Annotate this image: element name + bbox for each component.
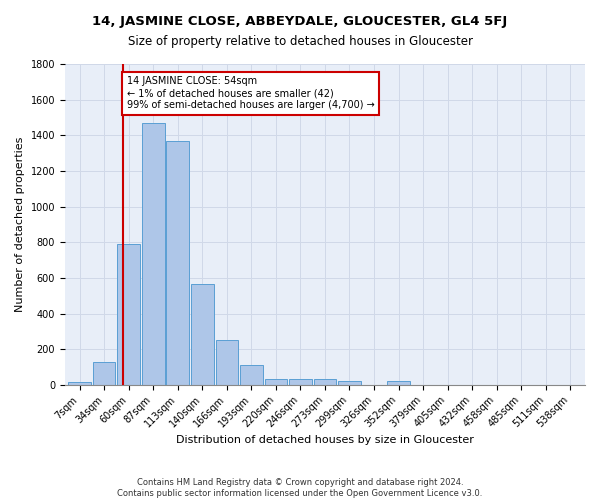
X-axis label: Distribution of detached houses by size in Gloucester: Distribution of detached houses by size … [176, 435, 474, 445]
Bar [240, 365, 263, 385]
Bar [93, 362, 115, 385]
Bar [166, 140, 189, 385]
Bar [289, 380, 312, 385]
Bar [265, 378, 287, 385]
Bar [314, 380, 336, 385]
Bar [338, 381, 361, 385]
Bar [118, 244, 140, 385]
Text: Contains HM Land Registry data © Crown copyright and database right 2024.
Contai: Contains HM Land Registry data © Crown c… [118, 478, 482, 498]
Bar [68, 382, 91, 385]
Bar [387, 381, 410, 385]
Y-axis label: Number of detached properties: Number of detached properties [15, 136, 25, 312]
Bar [142, 123, 164, 385]
Text: 14, JASMINE CLOSE, ABBEYDALE, GLOUCESTER, GL4 5FJ: 14, JASMINE CLOSE, ABBEYDALE, GLOUCESTER… [92, 15, 508, 28]
Text: Size of property relative to detached houses in Gloucester: Size of property relative to detached ho… [128, 35, 473, 48]
Bar [191, 284, 214, 385]
Text: 14 JASMINE CLOSE: 54sqm
← 1% of detached houses are smaller (42)
99% of semi-det: 14 JASMINE CLOSE: 54sqm ← 1% of detached… [127, 76, 374, 110]
Bar [215, 340, 238, 385]
